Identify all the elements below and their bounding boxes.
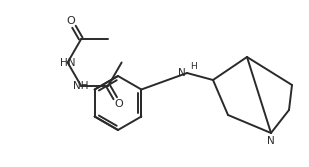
Text: HN: HN [60, 57, 75, 67]
Text: O: O [66, 16, 75, 26]
Text: NH: NH [73, 81, 89, 91]
Text: N: N [267, 136, 275, 146]
Text: O: O [114, 99, 123, 109]
Text: H: H [190, 62, 197, 71]
Text: N: N [178, 68, 186, 78]
